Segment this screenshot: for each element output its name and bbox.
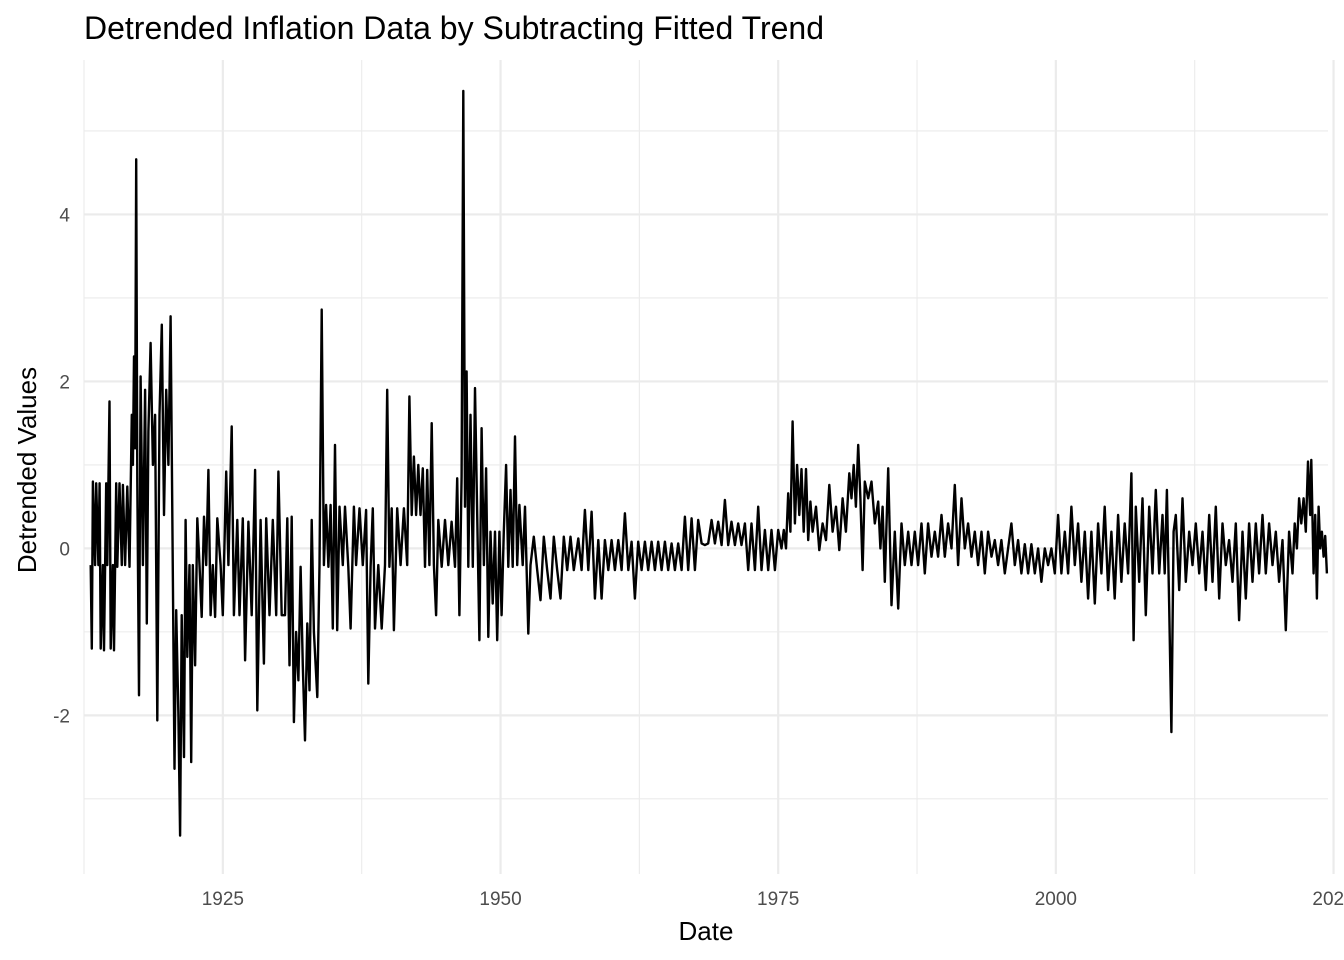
- y-tick-label: -2: [53, 706, 70, 727]
- x-axis-ticks: 1925 1950 1975 2000 2025: [202, 889, 1344, 910]
- series-line: [89, 89, 1329, 837]
- y-tick-label: 0: [59, 539, 70, 560]
- y-axis-ticks: -2 0 2 4: [53, 205, 70, 727]
- x-tick-label: 1975: [757, 889, 799, 910]
- y-tick-label: 2: [59, 372, 70, 393]
- x-tick-label: 1925: [202, 889, 244, 910]
- minor-gridlines: [83, 60, 1328, 874]
- x-tick-label: 2025: [1312, 889, 1344, 910]
- x-tick-label: 1950: [479, 889, 521, 910]
- y-tick-label: 4: [59, 205, 70, 226]
- y-axis-title: Detrended Values: [12, 367, 42, 573]
- chart-title: Detrended Inflation Data by Subtracting …: [84, 10, 824, 46]
- x-axis-title: Date: [679, 916, 734, 946]
- major-gridlines: [84, 60, 1335, 874]
- x-tick-label: 2000: [1035, 889, 1077, 910]
